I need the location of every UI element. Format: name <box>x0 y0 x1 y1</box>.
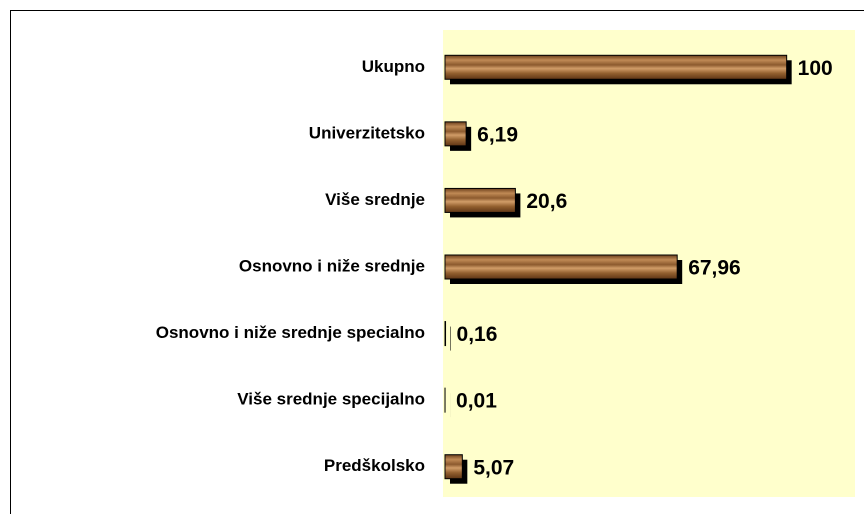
category-label: Više srednje specijalno <box>237 390 425 409</box>
value-label: 6,19 <box>477 123 518 146</box>
value-label: 5,07 <box>473 456 514 479</box>
category-label: Predškolsko <box>324 456 425 475</box>
value-label: 20,6 <box>526 190 567 213</box>
category-label: Univerzitetsko <box>309 123 425 142</box>
bar <box>444 187 516 213</box>
category-label: Osnovno i niže srednje specialno <box>156 323 425 342</box>
bar <box>444 321 447 347</box>
bar-shadow <box>450 326 451 351</box>
value-label: 0,16 <box>457 323 498 346</box>
bar <box>444 454 463 480</box>
value-label: 0,01 <box>456 390 497 413</box>
category-label: Ukupno <box>362 57 425 76</box>
category-label: Osnovno i niže srednje <box>239 256 425 275</box>
bar <box>444 254 678 280</box>
value-label: 67,96 <box>688 257 741 280</box>
bar <box>444 54 788 80</box>
bar <box>444 121 467 147</box>
value-label: 100 <box>798 57 833 80</box>
category-label: Više srednje <box>325 190 425 209</box>
